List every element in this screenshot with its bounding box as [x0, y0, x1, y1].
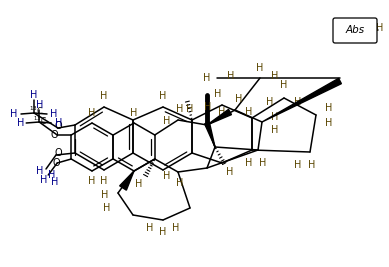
Text: H: H: [51, 177, 58, 187]
Text: H: H: [35, 100, 43, 110]
Text: H: H: [54, 118, 62, 128]
Text: H: H: [245, 107, 253, 117]
Text: H: H: [226, 167, 234, 177]
Text: H: H: [325, 118, 333, 128]
Text: H: H: [11, 109, 18, 119]
Text: H: H: [325, 103, 333, 113]
Polygon shape: [120, 171, 134, 190]
Text: $^{13}$C: $^{13}$C: [29, 105, 43, 117]
Text: H: H: [100, 176, 108, 186]
Text: H: H: [259, 158, 267, 168]
Text: H: H: [280, 80, 288, 90]
Text: H: H: [88, 108, 96, 118]
Text: H: H: [88, 176, 96, 186]
Text: H: H: [50, 109, 58, 119]
Text: H: H: [146, 223, 154, 233]
Text: O: O: [54, 121, 62, 131]
Text: H: H: [163, 171, 171, 181]
Text: H: H: [159, 91, 167, 101]
Text: H: H: [176, 104, 184, 114]
Polygon shape: [207, 109, 231, 125]
Text: H: H: [186, 104, 194, 114]
Text: H: H: [376, 23, 384, 33]
Text: O: O: [51, 130, 58, 140]
Text: H: H: [218, 107, 226, 117]
Text: H: H: [135, 179, 142, 189]
Text: H: H: [163, 116, 171, 126]
Text: H: H: [266, 97, 274, 107]
Text: H: H: [48, 170, 56, 180]
Text: H: H: [203, 73, 211, 83]
Text: H: H: [214, 89, 222, 99]
Text: H: H: [40, 175, 47, 185]
Text: H: H: [271, 71, 279, 81]
Text: H: H: [100, 91, 108, 101]
Text: H: H: [172, 223, 180, 233]
Text: H: H: [256, 63, 264, 73]
Text: O: O: [54, 148, 62, 158]
Polygon shape: [262, 78, 342, 122]
Text: H: H: [101, 190, 109, 200]
Text: H: H: [159, 227, 167, 237]
Text: H: H: [294, 160, 302, 170]
Text: H: H: [294, 97, 302, 107]
Text: H: H: [30, 90, 38, 100]
Text: H: H: [235, 94, 243, 104]
Text: H: H: [103, 203, 111, 213]
Text: Abs: Abs: [345, 25, 364, 35]
Text: H: H: [16, 118, 24, 128]
Polygon shape: [205, 122, 215, 147]
Text: H: H: [176, 178, 184, 188]
Text: O: O: [53, 158, 60, 168]
Text: H: H: [308, 160, 316, 170]
Text: H: H: [271, 125, 279, 135]
Text: $^{13}$C: $^{13}$C: [33, 115, 47, 127]
FancyBboxPatch shape: [333, 18, 377, 43]
Text: H: H: [245, 158, 253, 168]
Text: H: H: [271, 112, 279, 122]
Text: H: H: [227, 71, 235, 81]
Text: H: H: [204, 102, 212, 112]
Text: H: H: [130, 108, 138, 118]
Text: H: H: [36, 166, 44, 176]
